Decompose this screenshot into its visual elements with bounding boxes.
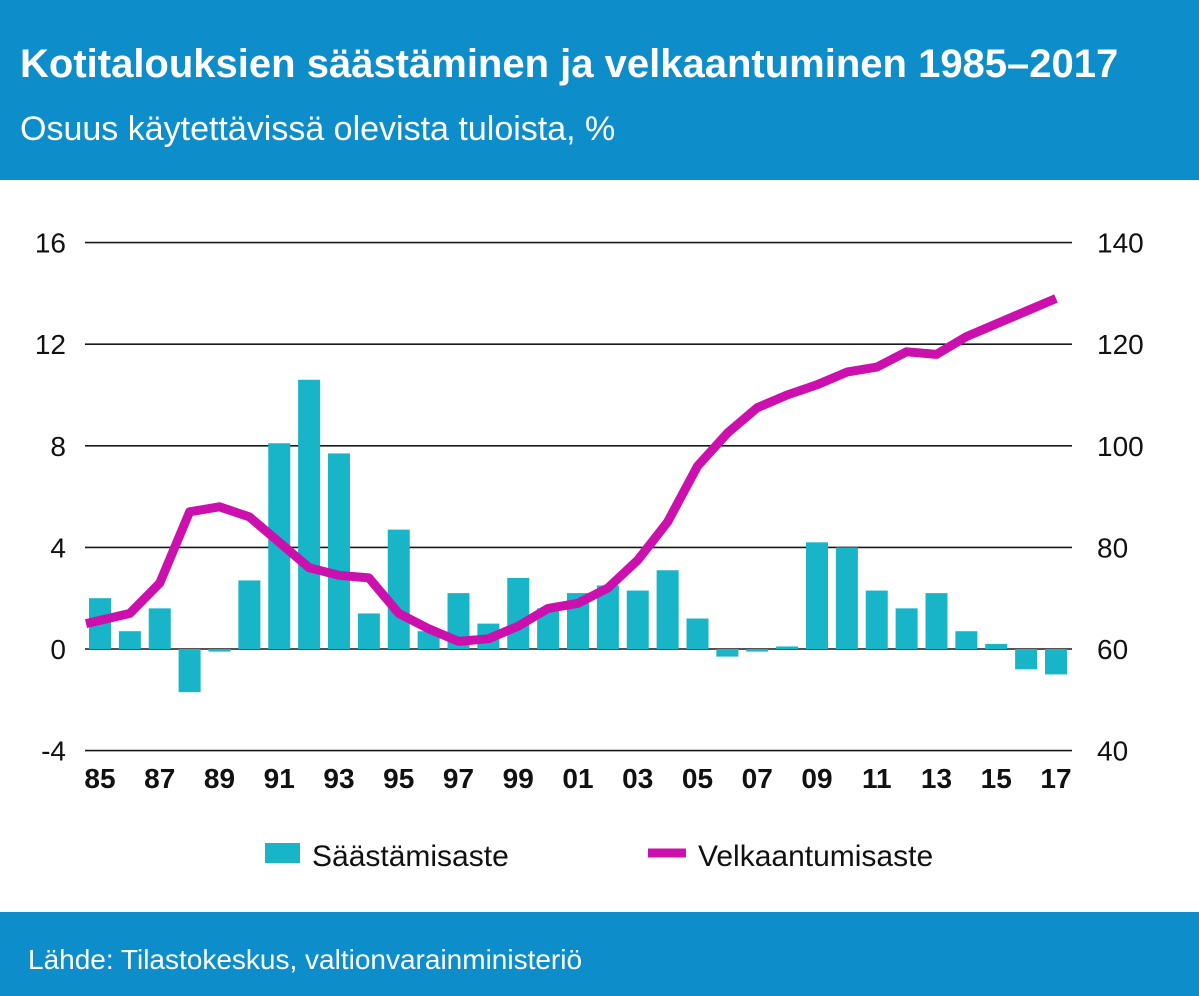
left-axis-tick-label: -4 <box>41 736 66 767</box>
bar-saastamisaste-2007 <box>746 649 769 652</box>
bar-saastamisaste-2011 <box>865 590 888 649</box>
legend-label-velkaantumisaste: Velkaantumisaste <box>698 840 933 873</box>
right-axis-tick-label: 60 <box>1097 634 1128 665</box>
x-axis-tick-label: 11 <box>862 763 892 794</box>
x-axis-tick-label: 91 <box>264 763 295 794</box>
bar-saastamisaste-1995 <box>387 529 410 649</box>
right-axis-tick-labels: 140 120 100 80 60 40 <box>1097 228 1144 767</box>
bar-saastamisaste-2003 <box>626 590 649 649</box>
left-axis-tick-label: 4 <box>50 532 66 563</box>
header: Kotitalouksien säästäminen ja velkaantum… <box>0 0 1199 180</box>
bar-saastamisaste-2000 <box>537 608 560 649</box>
bar-saastamisaste-2014 <box>955 631 978 649</box>
left-axis-tick-labels: 16 12 8 4 0 -4 <box>35 228 66 767</box>
bar-saastamisaste-2005 <box>686 618 709 649</box>
bar-saastamisaste-1988 <box>178 649 201 693</box>
bar-saastamisaste-2010 <box>835 547 858 649</box>
bar-saastamisaste-2009 <box>806 542 828 649</box>
x-axis-tick-label: 95 <box>383 763 414 794</box>
bar-saastamisaste-1999 <box>507 577 530 649</box>
bar-saastamisaste-2016 <box>1015 649 1038 670</box>
bar-saastamisaste-1987 <box>148 608 171 649</box>
x-axis-tick-label: 93 <box>323 763 354 794</box>
bar-saastamisaste-2008 <box>776 646 799 649</box>
bar-saastamisaste-2013 <box>925 593 948 649</box>
x-axis-tick-label: 05 <box>682 763 713 794</box>
right-axis-tick-label: 40 <box>1097 736 1128 767</box>
line-velkaantumisaste <box>84 294 1058 646</box>
chart-title: Kotitalouksien säästäminen ja velkaantum… <box>20 42 1119 86</box>
bar-saastamisaste-1990 <box>238 580 261 649</box>
x-axis-tick-label: 03 <box>622 763 653 794</box>
bar-saastamisaste-2015 <box>985 643 1008 649</box>
right-axis-tick-label: 80 <box>1097 532 1128 563</box>
legend-swatch-saastamisaste <box>265 843 300 863</box>
left-axis-tick-label: 0 <box>50 634 66 665</box>
x-axis-tick-labels: 85 87 89 91 93 95 97 99 01 03 05 07 09 11 13 15 17 <box>84 763 1071 794</box>
bar-series-saastamisaste <box>89 379 1067 693</box>
x-axis-tick-label: 07 <box>742 763 773 794</box>
bar-saastamisaste-1986 <box>118 631 141 649</box>
bar-saastamisaste-2002 <box>596 585 619 649</box>
gridlines <box>85 241 1072 752</box>
line-series-velkaantumisaste <box>84 294 1058 646</box>
left-axis-tick-label: 8 <box>50 431 66 462</box>
chart-subtitle: Osuus käytettävissä olevista tuloista, % <box>20 110 616 148</box>
chart-area: 16 12 8 4 0 -4 140 120 100 80 60 40 85 87 89 91 93 95 97… <box>0 180 1199 912</box>
legend: Säästämisaste Velkaantumisaste <box>265 840 933 873</box>
bar-saastamisaste-2012 <box>895 608 918 649</box>
left-axis-tick-label: 12 <box>35 329 66 360</box>
bar-saastamisaste-1993 <box>328 453 350 649</box>
x-axis-tick-label: 15 <box>981 763 1012 794</box>
bar-saastamisaste-2004 <box>656 570 679 649</box>
legend-label-saastamisaste: Säästämisaste <box>312 840 509 873</box>
source-note: Lähde: Tilastokeskus, valtionvarainminis… <box>28 944 583 975</box>
right-axis-tick-label: 140 <box>1097 228 1144 259</box>
bar-saastamisaste-1994 <box>357 613 380 649</box>
x-axis-tick-label: 99 <box>503 763 534 794</box>
footer: Lähde: Tilastokeskus, valtionvarainminis… <box>0 912 1199 996</box>
bar-saastamisaste-1989 <box>208 649 231 652</box>
right-axis-tick-label: 100 <box>1097 431 1144 462</box>
x-axis-tick-label: 13 <box>921 763 952 794</box>
x-axis-tick-label: 01 <box>562 763 593 794</box>
x-axis-tick-label: 17 <box>1040 763 1071 794</box>
bar-saastamisaste-2017 <box>1045 649 1067 675</box>
bar-saastamisaste-1992 <box>298 379 321 649</box>
bar-saastamisaste-2006 <box>716 649 739 657</box>
x-axis-tick-label: 09 <box>801 763 832 794</box>
x-axis-tick-label: 85 <box>84 763 115 794</box>
x-axis-tick-label: 87 <box>144 763 175 794</box>
right-axis-tick-label: 120 <box>1097 329 1144 360</box>
left-axis-tick-label: 16 <box>35 228 66 259</box>
x-axis-tick-label: 89 <box>204 763 235 794</box>
x-axis-tick-label: 97 <box>443 763 474 794</box>
